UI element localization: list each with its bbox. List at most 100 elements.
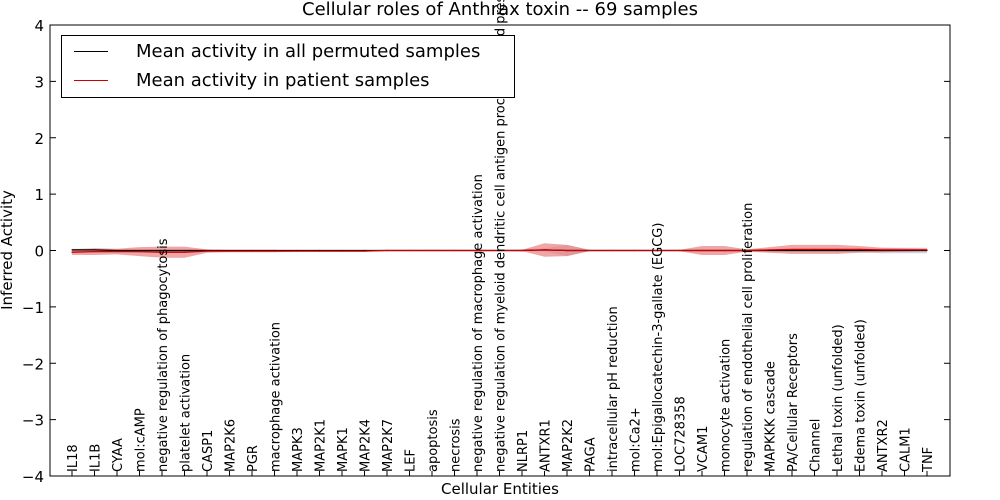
- data-point-patient: [588, 249, 591, 252]
- y-tick-label: 0: [34, 243, 44, 261]
- legend-item-permuted: Mean activity in all permuted samples: [74, 40, 480, 62]
- x-tick-label: CYAA: [111, 438, 126, 472]
- data-point-patient: [341, 250, 343, 252]
- x-tick-label: Channel: [809, 419, 824, 472]
- data-point-patient: [836, 248, 838, 250]
- data-point-patient: [408, 249, 411, 252]
- data-point-patient: [611, 249, 613, 252]
- data-point-patient: [858, 248, 861, 250]
- data-point-patient: [71, 251, 73, 253]
- x-axis-label: Cellular Entities: [441, 480, 559, 498]
- plot-frame: [49, 24, 951, 477]
- data-point-permuted: [93, 249, 96, 251]
- x-tick-label: MAPK3: [291, 427, 306, 472]
- y-tick-label: 3: [34, 73, 44, 91]
- data-point-permuted: [116, 249, 118, 252]
- legend-swatch-patient: [74, 79, 108, 81]
- x-tick-label: TNF: [921, 447, 936, 473]
- data-point-patient: [926, 249, 928, 251]
- y-tick-label: 2: [34, 130, 44, 148]
- chart-title: Cellular roles of Anthrax toxin -- 69 sa…: [302, 0, 698, 20]
- data-point-patient: [183, 251, 186, 253]
- data-point-patient: [498, 249, 501, 252]
- data-point-patient: [228, 250, 231, 252]
- data-point-patient: [656, 249, 658, 252]
- x-tick-label: CASP1: [201, 430, 216, 472]
- data-point-patient: [881, 249, 883, 251]
- data-point-permuted: [183, 249, 186, 252]
- legend-label-permuted: Mean activity in all permuted samples: [136, 40, 481, 62]
- x-tick-label: monocyte activation: [719, 339, 734, 472]
- series-lines: [71, 248, 928, 253]
- data-point-patient: [161, 251, 163, 253]
- x-tick-label: ANTXR2: [876, 419, 891, 472]
- data-point-patient: [813, 248, 816, 250]
- data-point-permuted: [71, 249, 73, 251]
- x-tick-label: mol:cAMP: [134, 408, 149, 472]
- x-tick-label: CALM1: [899, 427, 914, 472]
- x-tick-label: macrophage activation: [269, 322, 284, 472]
- y-axis: −4 −3 −2 −1 0 1 2 3 4: [22, 17, 950, 486]
- data-point-permuted: [836, 249, 838, 252]
- data-point-patient: [116, 251, 118, 253]
- data-point-patient: [206, 250, 208, 252]
- data-point-patient: [251, 250, 253, 252]
- data-point-patient: [543, 249, 546, 251]
- x-tick-label: PGR: [246, 445, 261, 472]
- x-tick-label: necrosis: [449, 418, 464, 472]
- data-point-patient: [93, 251, 96, 253]
- data-point-patient: [701, 249, 703, 252]
- x-tick-label: VCAM1: [696, 426, 711, 472]
- x-tick-label: MAP2K7: [381, 419, 396, 472]
- y-tick-label: −1: [22, 299, 44, 317]
- y-tick-label: −2: [22, 355, 44, 373]
- data-point-patient: [746, 249, 748, 252]
- x-tick-label: negative regulation of phagocytosis: [156, 238, 171, 472]
- x-tick-label: IL1B: [89, 444, 104, 472]
- legend-item-patient: Mean activity in patient samples: [74, 69, 430, 91]
- x-tick-label: mol:Ca2+: [629, 407, 644, 472]
- y-tick-label: 1: [34, 186, 44, 204]
- x-tick-label: MAP2K4: [359, 419, 374, 472]
- data-point-permuted: [791, 249, 793, 252]
- x-tick-label: negative regulation of macrophage activa…: [471, 174, 486, 472]
- data-point-patient: [363, 250, 366, 252]
- y-tick-label: 4: [34, 17, 44, 35]
- x-tick-label: negative regulation of myeloid dendritic…: [494, 0, 509, 472]
- x-tick-label: IL18: [66, 444, 81, 472]
- data-point-permuted: [161, 249, 163, 252]
- x-tick-label: Edema toxin (unfolded): [854, 319, 869, 472]
- data-point-patient: [678, 249, 681, 252]
- data-point-patient: [768, 249, 771, 251]
- y-tick-label: −3: [22, 412, 44, 430]
- data-point-permuted: [813, 249, 816, 252]
- data-point-patient: [521, 249, 523, 252]
- legend-swatch-permuted: [74, 50, 108, 52]
- x-tick-label: platelet activation: [179, 354, 194, 472]
- y-axis-label: Inferred Activity: [0, 190, 16, 310]
- data-point-patient: [431, 249, 433, 252]
- x-tick-label: NLRP1: [516, 430, 531, 472]
- x-tick-label: PAGA: [584, 437, 599, 472]
- data-point-patient: [791, 248, 793, 250]
- x-tick-label: MAP2K2: [561, 419, 576, 472]
- x-tick-label: MAPK1: [336, 427, 351, 472]
- x-tick-label: MAPKKK cascade: [764, 361, 779, 472]
- x-tick-label: Lethal toxin (unfolded): [831, 324, 846, 472]
- data-point-permuted: [138, 249, 141, 252]
- legend: Mean activity in all permuted samples Me…: [61, 35, 515, 98]
- x-tick-label: regulation of endothelial cell prolifera…: [741, 203, 756, 472]
- data-point-patient: [903, 249, 906, 251]
- x-tick-label: PA/Cellular Receptors: [786, 333, 801, 472]
- data-point-patient: [138, 251, 141, 253]
- x-tick-labels: IL18 IL1B CYAA mol:cAMP negative regulation …: [66, 0, 936, 476]
- data-point-patient: [318, 250, 321, 252]
- data-point-patient: [566, 249, 568, 252]
- legend-label-patient: Mean activity in patient samples: [136, 69, 430, 91]
- x-tick-label: mol:Epigallocatechin-3-gallate (EGCG): [651, 223, 666, 472]
- x-tick-label: intracellular pH reduction: [606, 306, 621, 472]
- data-point-patient: [386, 249, 388, 252]
- y-tick-label: −4: [22, 468, 44, 486]
- data-point-permuted: [858, 249, 861, 252]
